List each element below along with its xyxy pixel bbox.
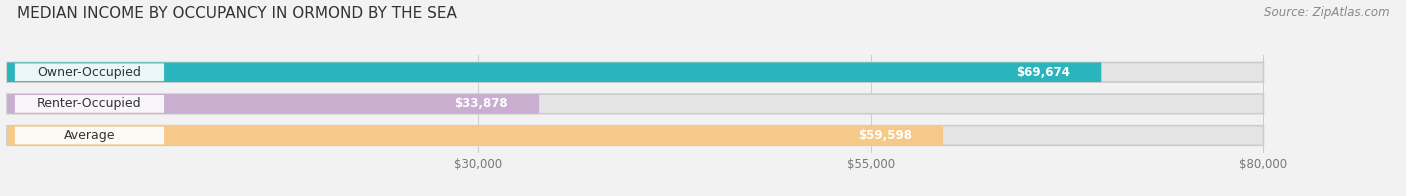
FancyBboxPatch shape (427, 95, 534, 113)
FancyBboxPatch shape (7, 94, 1264, 114)
FancyBboxPatch shape (7, 63, 1101, 82)
Text: $59,598: $59,598 (858, 129, 912, 142)
Text: Source: ZipAtlas.com: Source: ZipAtlas.com (1264, 6, 1389, 19)
Text: Average: Average (63, 129, 115, 142)
FancyBboxPatch shape (15, 127, 165, 144)
FancyBboxPatch shape (7, 126, 943, 145)
FancyBboxPatch shape (7, 94, 538, 114)
FancyBboxPatch shape (15, 64, 165, 81)
FancyBboxPatch shape (7, 126, 1264, 145)
Text: $33,878: $33,878 (454, 97, 508, 110)
FancyBboxPatch shape (15, 95, 165, 113)
Text: MEDIAN INCOME BY OCCUPANCY IN ORMOND BY THE SEA: MEDIAN INCOME BY OCCUPANCY IN ORMOND BY … (17, 6, 457, 21)
Text: Renter-Occupied: Renter-Occupied (37, 97, 142, 110)
Text: Owner-Occupied: Owner-Occupied (38, 66, 142, 79)
Text: $69,674: $69,674 (1017, 66, 1070, 79)
FancyBboxPatch shape (831, 127, 938, 144)
FancyBboxPatch shape (990, 64, 1097, 81)
FancyBboxPatch shape (7, 63, 1264, 82)
